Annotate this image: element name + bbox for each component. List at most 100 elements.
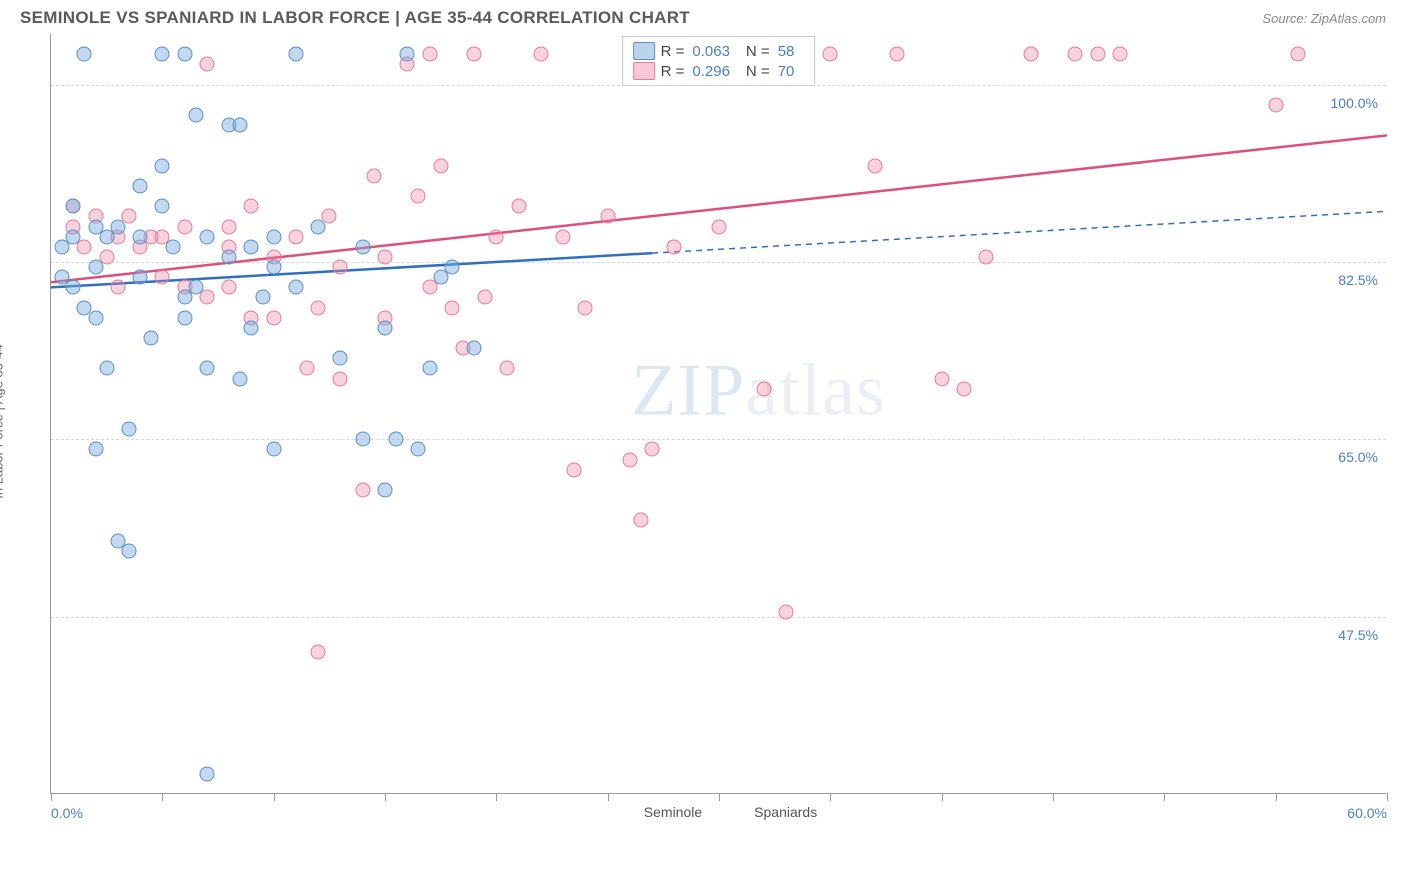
data-point-a bbox=[411, 442, 426, 457]
data-point-b bbox=[934, 371, 949, 386]
x-tick-label: 0.0% bbox=[51, 805, 83, 821]
data-point-b bbox=[979, 249, 994, 264]
data-point-b bbox=[467, 47, 482, 62]
data-point-b bbox=[355, 483, 370, 498]
legend-item-a: Seminole bbox=[620, 804, 702, 821]
data-point-a bbox=[288, 280, 303, 295]
y-axis-label: In Labor Force | Age 35-44 bbox=[0, 344, 6, 498]
data-point-b bbox=[578, 300, 593, 315]
data-point-b bbox=[867, 158, 882, 173]
data-point-a bbox=[133, 179, 148, 194]
data-point-a bbox=[444, 260, 459, 275]
data-point-b bbox=[366, 168, 381, 183]
data-point-b bbox=[378, 249, 393, 264]
data-point-b bbox=[567, 462, 582, 477]
data-point-b bbox=[1290, 47, 1305, 62]
data-point-b bbox=[222, 219, 237, 234]
data-point-b bbox=[155, 270, 170, 285]
data-point-a bbox=[288, 47, 303, 62]
data-point-a bbox=[400, 47, 415, 62]
data-point-b bbox=[1023, 47, 1038, 62]
chart-source: Source: ZipAtlas.com bbox=[1262, 11, 1386, 26]
data-point-b bbox=[199, 290, 214, 305]
x-tick bbox=[830, 793, 831, 801]
data-point-b bbox=[500, 361, 515, 376]
data-point-b bbox=[533, 47, 548, 62]
data-point-a bbox=[66, 280, 81, 295]
data-point-a bbox=[378, 483, 393, 498]
data-point-a bbox=[222, 249, 237, 264]
data-point-b bbox=[645, 442, 660, 457]
data-point-a bbox=[255, 290, 270, 305]
data-point-b bbox=[333, 371, 348, 386]
data-point-a bbox=[99, 361, 114, 376]
data-point-a bbox=[355, 239, 370, 254]
x-tick-label: 60.0% bbox=[1347, 805, 1387, 821]
data-point-b bbox=[778, 604, 793, 619]
data-point-a bbox=[199, 361, 214, 376]
x-tick bbox=[1053, 793, 1054, 801]
data-point-b bbox=[1268, 97, 1283, 112]
data-point-b bbox=[712, 219, 727, 234]
x-tick bbox=[719, 793, 720, 801]
data-point-a bbox=[144, 331, 159, 346]
data-point-a bbox=[177, 310, 192, 325]
data-point-b bbox=[177, 219, 192, 234]
data-point-b bbox=[600, 209, 615, 224]
data-point-a bbox=[66, 199, 81, 214]
x-tick bbox=[608, 793, 609, 801]
legend: Seminole Spaniards bbox=[620, 804, 817, 821]
data-point-a bbox=[121, 543, 136, 558]
data-point-b bbox=[244, 199, 259, 214]
data-point-a bbox=[233, 118, 248, 133]
data-point-a bbox=[177, 47, 192, 62]
data-point-a bbox=[88, 310, 103, 325]
x-tick bbox=[385, 793, 386, 801]
chart-container: In Labor Force | Age 35-44 ZIPatlas R =0… bbox=[20, 34, 1386, 794]
data-point-b bbox=[511, 199, 526, 214]
x-tick bbox=[274, 793, 275, 801]
data-point-a bbox=[422, 361, 437, 376]
data-point-a bbox=[266, 260, 281, 275]
x-tick bbox=[162, 793, 163, 801]
data-point-a bbox=[199, 229, 214, 244]
data-point-b bbox=[300, 361, 315, 376]
plot-area: ZIPatlas R =0.063 N =58 R =0.296 N =70 S… bbox=[50, 34, 1386, 794]
data-point-b bbox=[199, 57, 214, 72]
legend-swatch-a bbox=[620, 806, 638, 821]
data-point-a bbox=[121, 422, 136, 437]
data-point-b bbox=[433, 158, 448, 173]
data-point-b bbox=[1090, 47, 1105, 62]
data-point-a bbox=[66, 229, 81, 244]
legend-swatch-b bbox=[730, 806, 748, 821]
data-point-a bbox=[333, 351, 348, 366]
data-point-b bbox=[956, 381, 971, 396]
data-point-a bbox=[199, 766, 214, 781]
data-point-a bbox=[88, 260, 103, 275]
x-tick bbox=[1164, 793, 1165, 801]
data-point-b bbox=[556, 229, 571, 244]
x-tick bbox=[1387, 793, 1388, 801]
data-point-a bbox=[133, 270, 148, 285]
data-point-a bbox=[177, 290, 192, 305]
data-point-b bbox=[77, 239, 92, 254]
data-point-a bbox=[88, 442, 103, 457]
data-point-a bbox=[355, 432, 370, 447]
data-point-a bbox=[77, 47, 92, 62]
data-point-b bbox=[444, 300, 459, 315]
data-point-b bbox=[489, 229, 504, 244]
data-point-a bbox=[244, 320, 259, 335]
legend-item-b: Spaniards bbox=[730, 804, 817, 821]
data-point-b bbox=[222, 280, 237, 295]
data-point-b bbox=[1112, 47, 1127, 62]
data-point-b bbox=[823, 47, 838, 62]
data-point-b bbox=[622, 452, 637, 467]
data-point-b bbox=[890, 47, 905, 62]
data-point-b bbox=[288, 229, 303, 244]
data-point-b bbox=[266, 310, 281, 325]
data-point-a bbox=[188, 108, 203, 123]
x-tick bbox=[496, 793, 497, 801]
data-point-b bbox=[1068, 47, 1083, 62]
data-point-a bbox=[155, 199, 170, 214]
trendline-a-dashed bbox=[652, 211, 1387, 253]
